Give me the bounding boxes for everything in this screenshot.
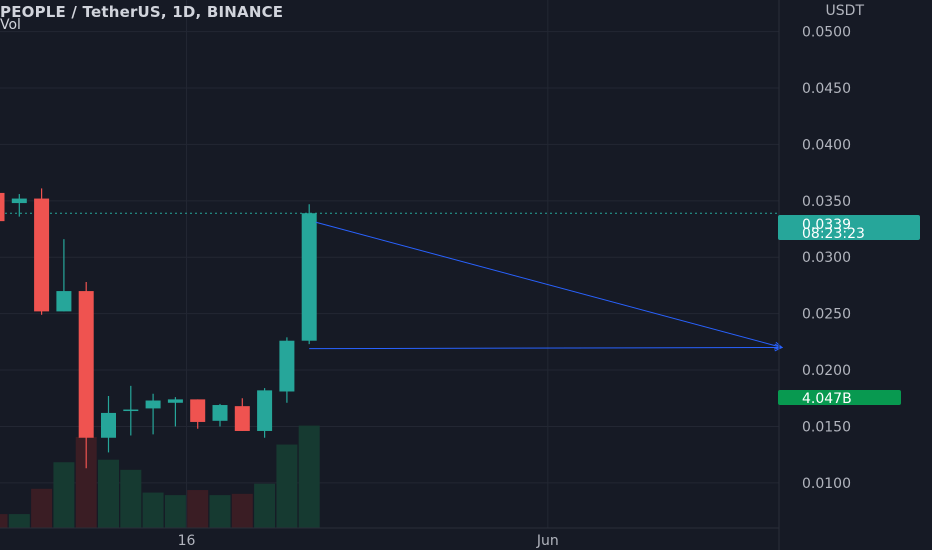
price-tick-label: 0.0300 <box>802 250 851 266</box>
candle-body <box>78 291 94 438</box>
candle-body <box>301 213 317 341</box>
arrow-drawing[interactable] <box>309 221 784 352</box>
time-axis[interactable]: 16 Jun <box>178 533 559 549</box>
volume-bar <box>53 462 75 528</box>
candle-body <box>190 399 206 422</box>
volume-bar <box>31 488 53 528</box>
volume-value: 4.047B <box>802 391 852 407</box>
price-axis[interactable]: 0.0500 0.0450 0.0400 0.0350 0.0300 0.0250 0.02… <box>802 25 851 492</box>
volume-bar <box>276 444 298 528</box>
volume-bar <box>254 483 276 528</box>
volume-bar <box>164 495 186 528</box>
grid <box>0 0 779 528</box>
last-price-badge <box>778 215 920 240</box>
volume-bar <box>120 469 142 528</box>
price-tick-label: 0.0200 <box>802 363 851 379</box>
volume-bar <box>142 492 164 528</box>
candle-body <box>34 198 50 312</box>
last-price-value: 0.0339 <box>802 217 851 233</box>
candle-body <box>101 412 116 438</box>
price-tick-label: 0.0450 <box>802 81 851 97</box>
candle-body <box>56 291 72 312</box>
candle-body <box>0 192 5 222</box>
candle-body <box>212 405 228 421</box>
candle-body <box>11 198 27 204</box>
price-badges: 0.0339 08:23:23 4.047B <box>778 215 920 407</box>
price-tick-label: 0.0400 <box>802 137 851 153</box>
price-tick-label: 0.0250 <box>802 307 851 323</box>
volume-bars <box>0 425 320 528</box>
volume-bar <box>98 459 119 528</box>
chart-title[interactable]: PEOPLE / TetherUS, 1D, BINANCE <box>0 3 284 21</box>
price-tick-label: 0.0100 <box>802 476 851 492</box>
candle-body <box>123 409 139 412</box>
volume-bar <box>231 493 253 528</box>
arrow-head <box>774 343 784 352</box>
volume-bar <box>8 514 30 528</box>
candles[interactable] <box>0 176 317 469</box>
volume-bar <box>209 495 231 528</box>
candle-body <box>234 406 250 431</box>
price-tick-label: 0.0500 <box>802 25 851 41</box>
volume-bar <box>298 425 320 528</box>
price-tick-label: 0.0350 <box>802 194 851 210</box>
volume-bar <box>0 514 8 528</box>
price-tick-label: 0.0150 <box>802 419 851 435</box>
volume-indicator-label[interactable]: Vol <box>0 17 21 33</box>
price-unit-label: USDT <box>825 3 864 19</box>
volume-bar <box>75 436 97 528</box>
arrow-line-diagonal <box>315 221 783 348</box>
candle-body <box>279 340 295 392</box>
bar-countdown: 08:23:23 <box>802 226 865 242</box>
candle-body <box>145 400 161 409</box>
time-tick-label: Jun <box>536 533 559 549</box>
candle-body <box>167 399 183 403</box>
arrow-line-horizontal <box>309 346 782 350</box>
volume-badge <box>778 390 901 405</box>
volume-bar <box>187 490 209 528</box>
candle-body <box>257 390 273 431</box>
time-tick-label: 16 <box>178 533 196 549</box>
